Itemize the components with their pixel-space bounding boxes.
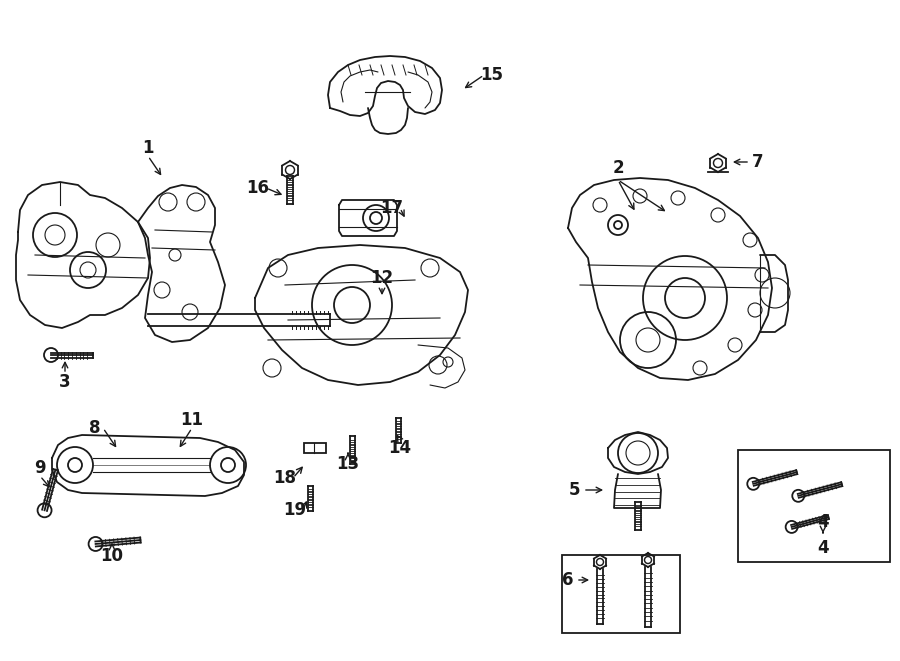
Text: 5: 5: [569, 481, 580, 499]
Text: 16: 16: [247, 179, 269, 197]
Text: 17: 17: [381, 199, 403, 217]
Text: 4: 4: [817, 539, 829, 557]
Text: 6: 6: [562, 571, 574, 589]
Text: 19: 19: [284, 501, 307, 519]
Text: 12: 12: [371, 269, 393, 287]
Text: 18: 18: [274, 469, 296, 487]
Text: 13: 13: [337, 455, 360, 473]
Text: 11: 11: [181, 411, 203, 429]
Text: 8: 8: [89, 419, 101, 437]
Text: 7: 7: [752, 153, 764, 171]
Text: 9: 9: [34, 459, 46, 477]
Text: 3: 3: [59, 373, 71, 391]
Text: 1: 1: [142, 139, 154, 157]
Text: 15: 15: [481, 66, 503, 84]
Text: 4: 4: [817, 513, 829, 531]
Text: 10: 10: [101, 547, 123, 565]
Text: 14: 14: [389, 439, 411, 457]
Text: 2: 2: [612, 159, 624, 177]
Bar: [562, 555, 680, 633]
Bar: [304, 443, 326, 453]
Bar: [738, 450, 890, 562]
